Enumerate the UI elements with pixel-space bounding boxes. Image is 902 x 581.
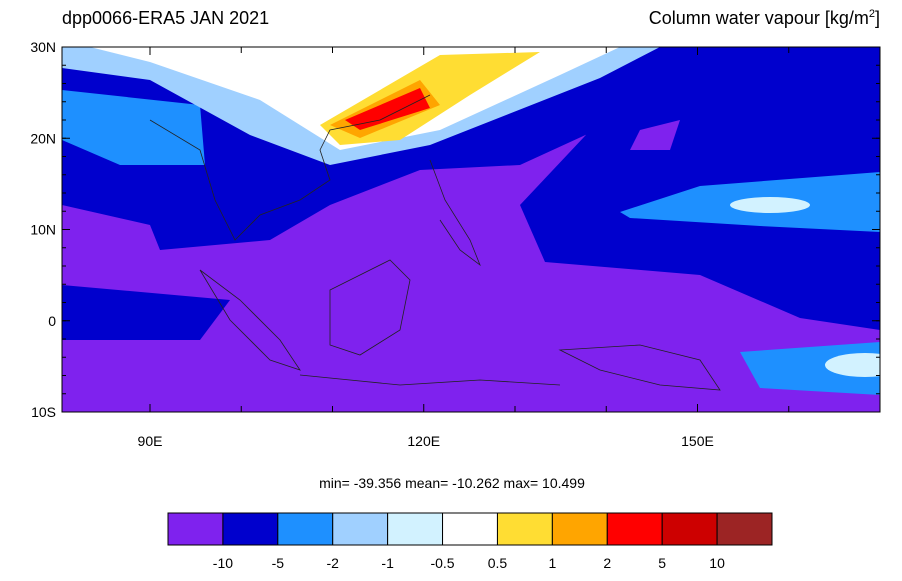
colorbar-label: 0.5 (488, 555, 508, 571)
colorbar-label: -5 (272, 555, 285, 571)
lon-label: 150E (681, 433, 714, 449)
field-region (825, 353, 880, 377)
colorbar-label: 5 (658, 555, 666, 571)
colorbar-box (277, 512, 334, 546)
lat-label: 0 (48, 313, 56, 329)
colorbar-box (496, 512, 553, 546)
field-region (62, 285, 230, 340)
stats: min= -39.356 mean= -10.262 max= 10.499 (319, 475, 585, 491)
colorbar-label: -1 (381, 555, 394, 571)
map-field (62, 47, 880, 412)
field-region (630, 120, 680, 150)
colorbar-box (606, 512, 663, 546)
title-close: ] (875, 8, 880, 28)
coastline (149, 94, 431, 241)
colorbar-label: 10 (709, 555, 725, 571)
title-sup: 2 (869, 8, 875, 20)
colorbar-box (716, 512, 773, 546)
lon-label: 90E (138, 433, 163, 449)
right-title: Column water vapour [kg/m2] (649, 8, 880, 28)
colorbar-box (387, 512, 444, 546)
colorbar-label: 2 (603, 555, 611, 571)
left-title: dpp0066-ERA5 JAN 2021 (62, 8, 269, 28)
lat-label: 10S (31, 404, 56, 420)
field-region (345, 88, 430, 130)
colorbar-box (442, 512, 498, 546)
title-text: Column water vapour [kg/m (649, 8, 869, 28)
field-region (62, 90, 205, 165)
coastline (558, 344, 721, 391)
lat-label: 20N (30, 130, 56, 146)
colorbar-label: -0.5 (430, 555, 454, 571)
lat-label: 10N (30, 222, 56, 238)
coastline (429, 159, 481, 267)
colorbar-box (222, 512, 279, 546)
lat-label: 30N (30, 39, 56, 55)
colorbar-box (332, 512, 389, 546)
coastline (299, 374, 561, 386)
coastline (199, 269, 301, 371)
colorbar-box (167, 512, 224, 546)
colorbar-label: -10 (213, 555, 233, 571)
colorbar-label: 1 (548, 555, 556, 571)
colorbar-box (661, 512, 718, 546)
colorbar-label: -2 (327, 555, 340, 571)
lon-label: 120E (407, 433, 440, 449)
colorbar-box (551, 512, 608, 546)
field-region (730, 197, 810, 213)
coastline (329, 259, 411, 356)
